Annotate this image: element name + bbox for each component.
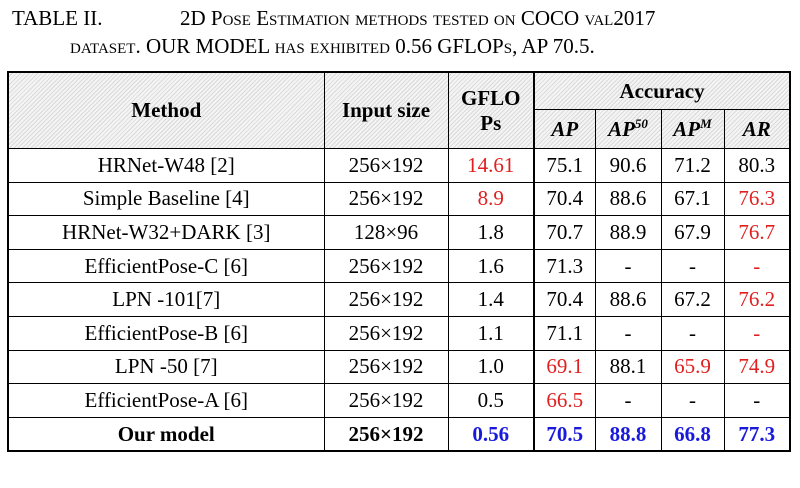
cell-gflops: 1.1 [447, 315, 535, 351]
cell-ap: 66.5 [533, 383, 596, 418]
cell-ar: - [723, 248, 791, 284]
cell-input-size: 256×192 [323, 349, 449, 385]
cell-method: EfficientPose-B [6] [7, 315, 325, 351]
cell-ar: 80.3 [723, 148, 791, 183]
cell-gflops: 8.9 [447, 181, 535, 217]
our-model-row: Our model 256×192 0.56 70.5 88.8 66.8 77… [7, 416, 791, 452]
table-row: HRNet-W48 [2] 256×192 14.61 75.1 90.6 71… [7, 148, 791, 183]
cell-apm: 66.8 [660, 416, 725, 452]
table-label: TABLE II. [12, 6, 103, 30]
table-row: Simple Baseline [4] 256×192 8.9 70.4 88.… [7, 181, 791, 217]
cell-input-size: 256×192 [323, 248, 449, 284]
cell-ar: - [723, 315, 791, 351]
header-accuracy: Accuracy [533, 71, 791, 110]
cell-ap: 71.1 [533, 315, 596, 351]
cell-method: EfficientPose-A [6] [7, 383, 325, 418]
table-row: LPN -101[7] 256×192 1.4 70.4 88.6 67.2 7… [7, 282, 791, 317]
cell-apm: - [660, 383, 725, 418]
cell-ap: 70.4 [533, 282, 596, 317]
cell-method: LPN -50 [7] [7, 349, 325, 385]
cell-input-size: 256×192 [323, 383, 449, 418]
table-row: EfficientPose-A [6] 256×192 0.5 66.5 - -… [7, 383, 791, 418]
cell-input-size: 128×96 [323, 215, 449, 250]
header-ap: AP [533, 109, 596, 149]
header-ar: AR [723, 109, 791, 149]
cell-apm: 67.2 [660, 282, 725, 317]
cell-ar: 76.3 [723, 181, 791, 217]
cell-ap50: 88.6 [594, 282, 662, 317]
cell-ar: - [723, 383, 791, 418]
cell-ap50: - [594, 315, 662, 351]
cell-ap50: 88.6 [594, 181, 662, 217]
cell-ar: 76.2 [723, 282, 791, 317]
table-row: EfficientPose-C [6] 256×192 1.6 71.3 - -… [7, 248, 791, 284]
cell-apm: - [660, 315, 725, 351]
cell-method: HRNet-W48 [2] [7, 148, 325, 183]
cell-input-size: 256×192 [323, 416, 449, 452]
cell-ap: 70.7 [533, 215, 596, 250]
cell-gflops: 1.6 [447, 248, 535, 284]
cell-gflops: 0.5 [447, 383, 535, 418]
cell-apm: - [660, 248, 725, 284]
cell-method: EfficientPose-C [6] [7, 248, 325, 284]
header-gflops: GFLO Ps [447, 71, 535, 149]
header-method: Method [7, 71, 325, 149]
cell-gflops: 1.4 [447, 282, 535, 317]
table-row: LPN -50 [7] 256×192 1.0 69.1 88.1 65.9 7… [7, 349, 791, 385]
cell-ap: 69.1 [533, 349, 596, 385]
cell-method: LPN -101[7] [7, 282, 325, 317]
caption-line-1: TABLE II. 2D Pose Estimation methods tes… [12, 4, 655, 32]
table-row: EfficientPose-B [6] 256×192 1.1 71.1 - -… [7, 315, 791, 351]
table-row: HRNet-W32+DARK [3] 128×96 1.8 70.7 88.9 … [7, 215, 791, 250]
cell-method: Simple Baseline [4] [7, 181, 325, 217]
cell-method: HRNet-W32+DARK [3] [7, 215, 325, 250]
cell-apm: 67.1 [660, 181, 725, 217]
cell-ap50: 88.9 [594, 215, 662, 250]
cell-method: Our model [7, 416, 325, 452]
cell-input-size: 256×192 [323, 181, 449, 217]
cell-ap: 71.3 [533, 248, 596, 284]
header-apm: APM [660, 109, 725, 149]
cell-apm: 65.9 [660, 349, 725, 385]
cell-input-size: 256×192 [323, 282, 449, 317]
cell-ap: 75.1 [533, 148, 596, 183]
cell-ap50: 88.8 [594, 416, 662, 452]
cell-ar: 77.3 [723, 416, 791, 452]
results-table: Method Input size GFLO Ps Accuracy AP AP… [7, 71, 792, 453]
cell-ap50: - [594, 248, 662, 284]
cell-ap50: 90.6 [594, 148, 662, 183]
cell-ap50: 88.1 [594, 349, 662, 385]
cell-input-size: 256×192 [323, 315, 449, 351]
cell-apm: 67.9 [660, 215, 725, 250]
caption-line-2: dataset. OUR MODEL has exhibited 0.56 GF… [70, 34, 595, 58]
cell-apm: 71.2 [660, 148, 725, 183]
caption-title: 2D Pose Estimation methods tested on COC… [180, 6, 656, 30]
cell-ap: 70.4 [533, 181, 596, 217]
cell-ar: 76.7 [723, 215, 791, 250]
cell-ar: 74.9 [723, 349, 791, 385]
cell-input-size: 256×192 [323, 148, 449, 183]
cell-gflops: 14.61 [447, 148, 535, 183]
cell-ap: 70.5 [533, 416, 596, 452]
cell-gflops: 0.56 [447, 416, 535, 452]
cell-ap50: - [594, 383, 662, 418]
cell-gflops: 1.8 [447, 215, 535, 250]
cell-gflops: 1.0 [447, 349, 535, 385]
header-input-size: Input size [323, 71, 449, 149]
header-ap50: AP50 [594, 109, 662, 149]
